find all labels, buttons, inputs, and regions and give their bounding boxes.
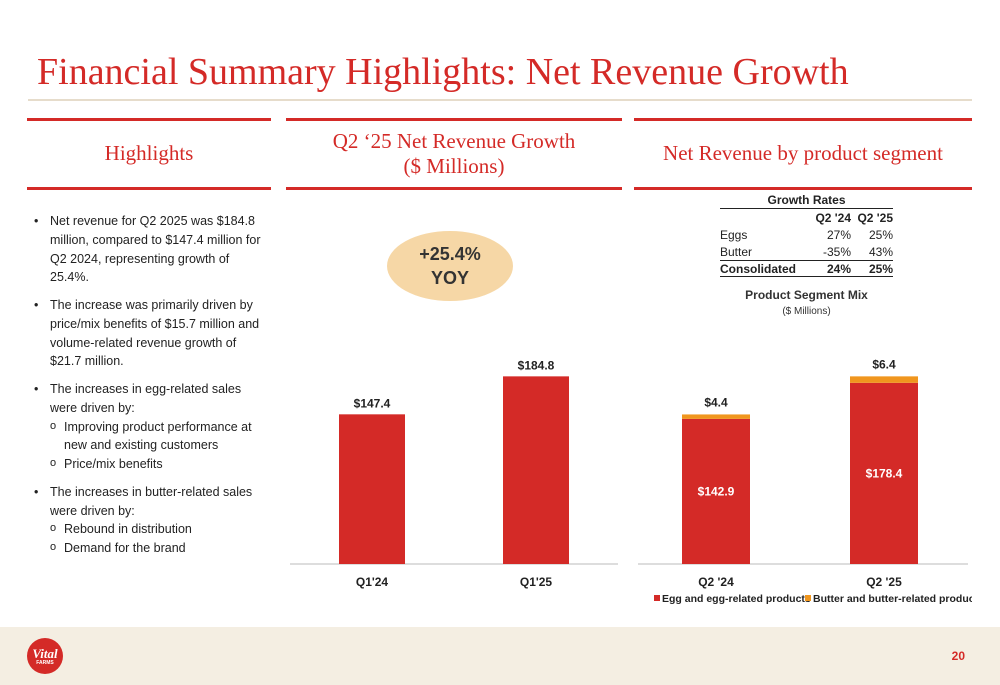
table-row: Butter -35% 43% — [720, 243, 893, 260]
tick-label: Q1'25 — [520, 575, 553, 589]
segment-header-label: Net Revenue by product segment — [663, 141, 943, 166]
segment-mix-title: Product Segment Mix — [745, 288, 868, 302]
bar — [339, 414, 405, 564]
growth-rates-header-row: Q2 '24 Q2 '25 — [720, 209, 893, 226]
data-label: $147.4 — [354, 396, 391, 410]
segment-header: Net Revenue by product segment — [634, 118, 972, 190]
legend-swatch — [805, 595, 811, 601]
revenue-growth-header: Q2 ‘25 Net Revenue Growth ($ Millions) — [286, 118, 622, 190]
revenue-growth-header-line2: ($ Millions) — [403, 154, 505, 178]
footer-bar — [0, 627, 1000, 685]
yoy-value: +25.4% — [419, 243, 481, 264]
growth-rates-title: Growth Rates — [720, 193, 893, 209]
highlight-sub-bullet: Improving product performance at new and… — [32, 418, 267, 456]
table-row: Consolidated 24% 25% — [720, 260, 893, 277]
highlights-header: Highlights — [27, 118, 271, 190]
growth-cell: 25% — [868, 227, 893, 242]
highlight-bullet: Net revenue for Q2 2025 was $184.8 milli… — [32, 212, 267, 287]
egg-segment-bar — [850, 382, 918, 564]
growth-header-cell: Q2 '25 — [857, 210, 893, 225]
data-label: $6.4 — [872, 357, 896, 371]
logo-word: Vital — [32, 645, 58, 661]
tick-label: Q2 '25 — [866, 575, 902, 589]
growth-cell: Consolidated — [720, 261, 797, 276]
page-title: Financial Summary Highlights: Net Revenu… — [37, 51, 849, 93]
tick-label: Q1'24 — [356, 575, 389, 589]
logo-sub: FARMS — [36, 659, 54, 666]
tick-label: Q2 '24 — [698, 575, 734, 589]
highlight-sub-bullet: Price/mix benefits — [32, 455, 267, 474]
highlights-list: Net revenue for Q2 2025 was $184.8 milli… — [32, 212, 267, 558]
highlight-sub-bullet: Rebound in distribution — [32, 520, 267, 539]
growth-cell: -35% — [822, 244, 851, 259]
highlight-bullet: The increases in egg-related sales were … — [32, 380, 267, 418]
segment-mix-subtitle: ($ Millions) — [782, 306, 831, 317]
growth-cell: 24% — [826, 261, 851, 276]
data-label: $142.9 — [698, 484, 735, 498]
page-number: 20 — [951, 649, 965, 663]
growth-cell: Eggs — [720, 227, 748, 242]
title-divider — [28, 99, 972, 101]
egg-segment-bar — [682, 418, 750, 564]
vital-farms-logo: Vital FARMS — [27, 638, 63, 674]
growth-cell: 27% — [826, 227, 851, 242]
butter-segment-bar — [850, 376, 918, 383]
yoy-label: YOY — [430, 268, 469, 288]
legend-label: Egg and egg-related products — [662, 593, 811, 605]
data-label: $4.4 — [704, 395, 728, 409]
highlight-sub-bullet: Demand for the brand — [32, 539, 267, 558]
data-label: $184.8 — [518, 358, 555, 372]
growth-cell: 43% — [868, 244, 893, 259]
legend-swatch — [654, 595, 660, 601]
revenue-growth-header-line1: Q2 ‘25 Net Revenue Growth — [332, 128, 576, 153]
data-label: $178.4 — [866, 466, 903, 480]
highlight-bullet: The increase was primarily driven by pri… — [32, 296, 267, 371]
growth-cell: 25% — [868, 261, 893, 276]
butter-segment-bar — [682, 414, 750, 419]
bar — [503, 376, 569, 564]
highlight-bullet: The increases in butter-related sales we… — [32, 483, 267, 521]
segment-mix-chart: $142.9 $4.4 Q2 '24 $178.4 $6.4 Q2 '25 Egg and … — [638, 357, 972, 605]
legend-label: Butter and butter-related products — [813, 593, 972, 605]
revenue-growth-chart: $147.4 Q1'24 $184.8 Q1'25 — [290, 358, 618, 589]
growth-header-cell: Q2 '24 — [815, 210, 851, 225]
growth-cell: Butter — [720, 244, 753, 259]
table-row: Eggs 27% 25% — [720, 226, 893, 243]
growth-rates-table: Growth Rates Q2 '24 Q2 '25 Eggs 27% 25% … — [720, 193, 893, 277]
yoy-growth-badge: +25.4% YOY — [387, 231, 513, 301]
highlights-header-label: Highlights — [104, 141, 194, 166]
